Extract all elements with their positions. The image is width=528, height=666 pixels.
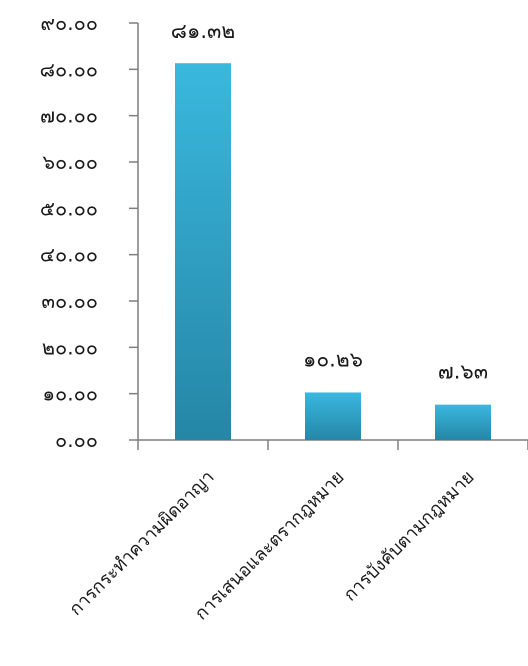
x-category-label: การกระทำความผิดอาญา xyxy=(65,467,218,620)
y-tick-label: ๗๐.๐๐ xyxy=(40,104,98,128)
x-category-label: การเสนอและตรากฎหมาย xyxy=(191,467,349,625)
y-tick-label: ๒๐.๐๐ xyxy=(42,335,98,359)
y-tick-label: ๔๐.๐๐ xyxy=(40,243,98,267)
y-tick-label: ๕๐.๐๐ xyxy=(40,196,98,220)
y-tick-label: ๘๐.๐๐ xyxy=(40,57,98,81)
labels: ๐.๐๐ ๑๐.๐๐ ๒๐.๐๐ ๓๐.๐๐ ๔๐.๐๐ ๕๐.๐๐ ๖๐.๐๐ ๗๐.๐๐ ๘… xyxy=(40,11,489,624)
data-label: ๘๑.๓๒ xyxy=(171,19,235,43)
y-tick-label: ๐.๐๐ xyxy=(55,428,98,452)
bar xyxy=(435,404,491,440)
bar xyxy=(305,392,361,440)
x-category-label: การบังคับตามกฎหมาย xyxy=(340,467,479,606)
y-tick-label: ๑๐.๐๐ xyxy=(42,382,98,406)
data-label: ๑๐.๒๖ xyxy=(303,347,363,371)
y-tick-label: ๓๐.๐๐ xyxy=(41,289,98,313)
data-label: ๗.๖๓ xyxy=(438,360,488,384)
y-tick-label: ๖๐.๐๐ xyxy=(42,150,98,174)
bar xyxy=(175,63,231,440)
y-tick-label: ๙๐.๐๐ xyxy=(40,11,98,35)
bars xyxy=(175,63,491,440)
